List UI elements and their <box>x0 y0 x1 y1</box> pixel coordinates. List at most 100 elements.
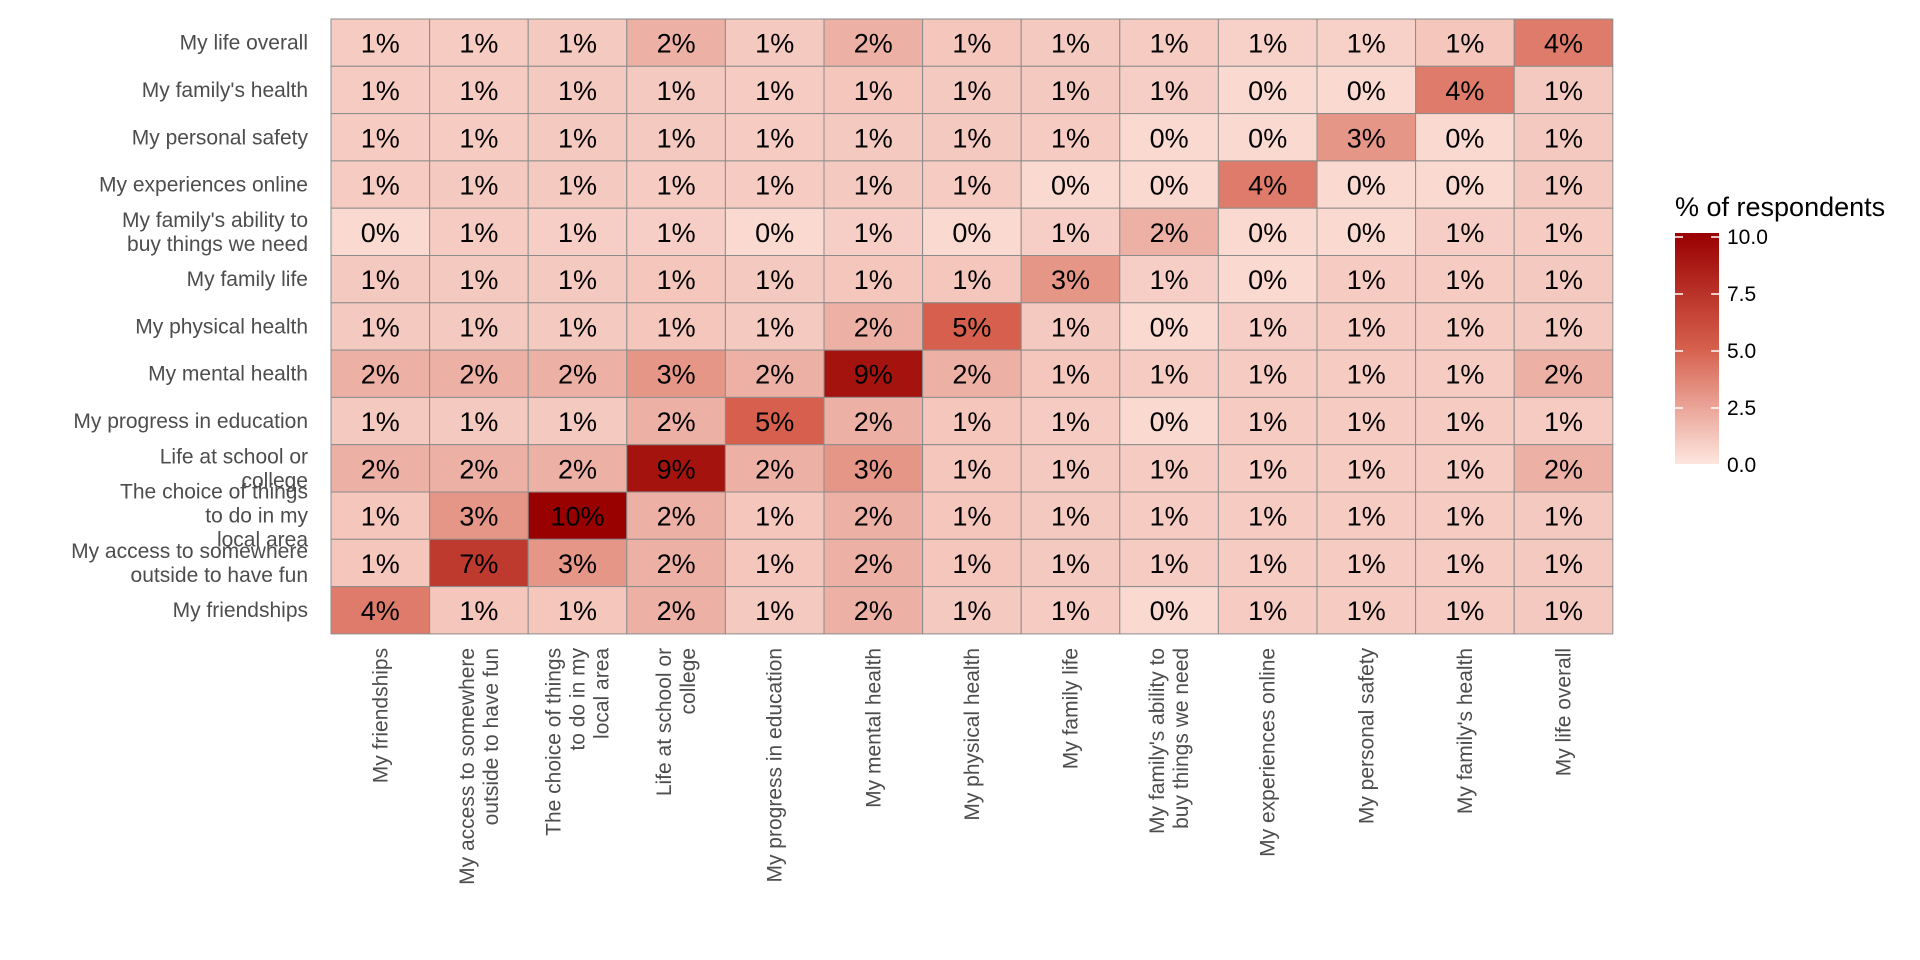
cell-value-label: 2% <box>657 502 696 532</box>
heatmap-cell <box>330 349 431 398</box>
cell-value-label: 1% <box>657 171 696 201</box>
cell-value-label: 4% <box>1445 76 1484 106</box>
y-tick-label: My family's ability to buy things we need <box>122 209 308 256</box>
cell-value-label: 2% <box>854 596 893 626</box>
cell-value-label: 1% <box>1544 549 1583 579</box>
cell-value-label: 1% <box>1544 407 1583 437</box>
cell-value-label: 1% <box>1347 549 1386 579</box>
heatmap-cell <box>1513 349 1614 398</box>
cell-value-label: 2% <box>657 29 696 59</box>
cell-value-label: 1% <box>755 29 794 59</box>
cell-value-label: 1% <box>1150 360 1189 390</box>
cell-value-label: 1% <box>952 29 991 59</box>
cell-value-label: 1% <box>558 76 597 106</box>
cell-value-label: 2% <box>657 407 696 437</box>
y-tick-label: My access to somewhere outside to have fu… <box>71 540 308 587</box>
cell-value-label: 1% <box>952 265 991 295</box>
cell-value-label: 1% <box>1150 549 1189 579</box>
cell-value-label: 1% <box>1445 312 1484 342</box>
y-tick-label: My mental health <box>148 363 308 386</box>
cell-value-label: 0% <box>1150 407 1189 437</box>
heatmap-cell <box>1316 160 1417 209</box>
cell-value-label: 1% <box>755 549 794 579</box>
cell-value-label: 1% <box>459 312 498 342</box>
heatmap-cell <box>823 586 924 635</box>
y-tick-label: My personal safety <box>132 126 309 149</box>
y-tick-label: My friendships <box>173 599 308 622</box>
heatmap-cell <box>922 444 1022 493</box>
cell-value-label: 1% <box>952 596 991 626</box>
heatmap-cell <box>1020 349 1121 398</box>
cell-value-label: 1% <box>1051 502 1090 532</box>
heatmap-cell <box>1020 491 1121 540</box>
cell-value-label: 1% <box>755 171 794 201</box>
cell-value-label: 1% <box>1347 454 1386 484</box>
heatmap-cell <box>724 586 825 635</box>
y-tick-label: My family's health <box>142 79 308 102</box>
heatmap-cell <box>922 302 1022 351</box>
x-tick-label: My physical health <box>961 648 984 821</box>
cell-value-label: 1% <box>1051 123 1090 153</box>
heatmap-cell <box>1217 65 1318 115</box>
heatmap-cell <box>922 255 1022 304</box>
heatmap-cell <box>626 396 726 446</box>
legend-title: % of respondents <box>1675 192 1885 222</box>
cell-value-label: 1% <box>1544 312 1583 342</box>
cell-value-label: 1% <box>1347 502 1386 532</box>
heatmap-cell <box>1119 538 1219 588</box>
cell-value-label: 1% <box>657 123 696 153</box>
heatmap-cell <box>1217 113 1318 162</box>
cell-value-label: 2% <box>657 596 696 626</box>
heatmap-cell <box>626 160 726 209</box>
cell-value-label: 3% <box>459 502 498 532</box>
cell-value-label: 2% <box>854 29 893 59</box>
cell-value-label: 1% <box>558 29 597 59</box>
cell-value-label: 0% <box>1248 123 1287 153</box>
heatmap-cell <box>527 160 628 209</box>
cell-value-label: 1% <box>361 29 400 59</box>
y-tick-label: My physical health <box>135 315 308 338</box>
cell-value-label: 1% <box>952 123 991 153</box>
cell-value-label: 2% <box>755 360 794 390</box>
heatmap-cell <box>527 113 628 162</box>
y-tick-label: My family life <box>187 268 308 291</box>
cell-value-label: 1% <box>558 218 597 248</box>
heatmap-cell <box>1119 65 1219 115</box>
cell-value-label: 1% <box>1445 596 1484 626</box>
heatmap-cell <box>1316 538 1417 588</box>
heatmap-cell <box>527 18 628 67</box>
cell-value-label: 1% <box>657 76 696 106</box>
cell-value-label: 3% <box>657 360 696 390</box>
heatmap-cell <box>1020 160 1121 209</box>
heatmap-cell <box>330 65 431 115</box>
cell-value-label: 0% <box>952 218 991 248</box>
cell-value-label: 1% <box>1248 596 1287 626</box>
x-tick-label: My personal safety <box>1355 647 1378 824</box>
heatmap-cell <box>1217 255 1318 304</box>
heatmap-cell <box>922 160 1022 209</box>
heatmap-cell <box>1513 586 1614 635</box>
heatmap-cell <box>823 444 924 493</box>
cell-value-label: 1% <box>854 123 893 153</box>
y-tick-label: My life overall <box>180 32 308 55</box>
cell-value-label: 1% <box>657 265 696 295</box>
heatmap-cell <box>1119 491 1219 540</box>
cell-value-label: 1% <box>1150 502 1189 532</box>
cell-value-label: 2% <box>854 407 893 437</box>
heatmap-cell <box>922 65 1022 115</box>
heatmap-cell <box>1415 113 1515 162</box>
heatmap-cell <box>1316 444 1417 493</box>
heatmap-cell <box>922 538 1022 588</box>
cell-value-label: 2% <box>854 502 893 532</box>
heatmap-cell <box>429 113 529 162</box>
cell-value-label: 5% <box>952 312 991 342</box>
cell-value-label: 1% <box>1347 312 1386 342</box>
cell-value-label: 1% <box>1248 312 1287 342</box>
heatmap-cell <box>429 491 529 540</box>
cell-value-label: 1% <box>952 502 991 532</box>
heatmap-cell <box>1119 349 1219 398</box>
heatmap-cell <box>1415 255 1515 304</box>
y-axis-labels: My life overall My family's health My pers… <box>71 32 308 623</box>
cell-value-label: 1% <box>1051 312 1090 342</box>
